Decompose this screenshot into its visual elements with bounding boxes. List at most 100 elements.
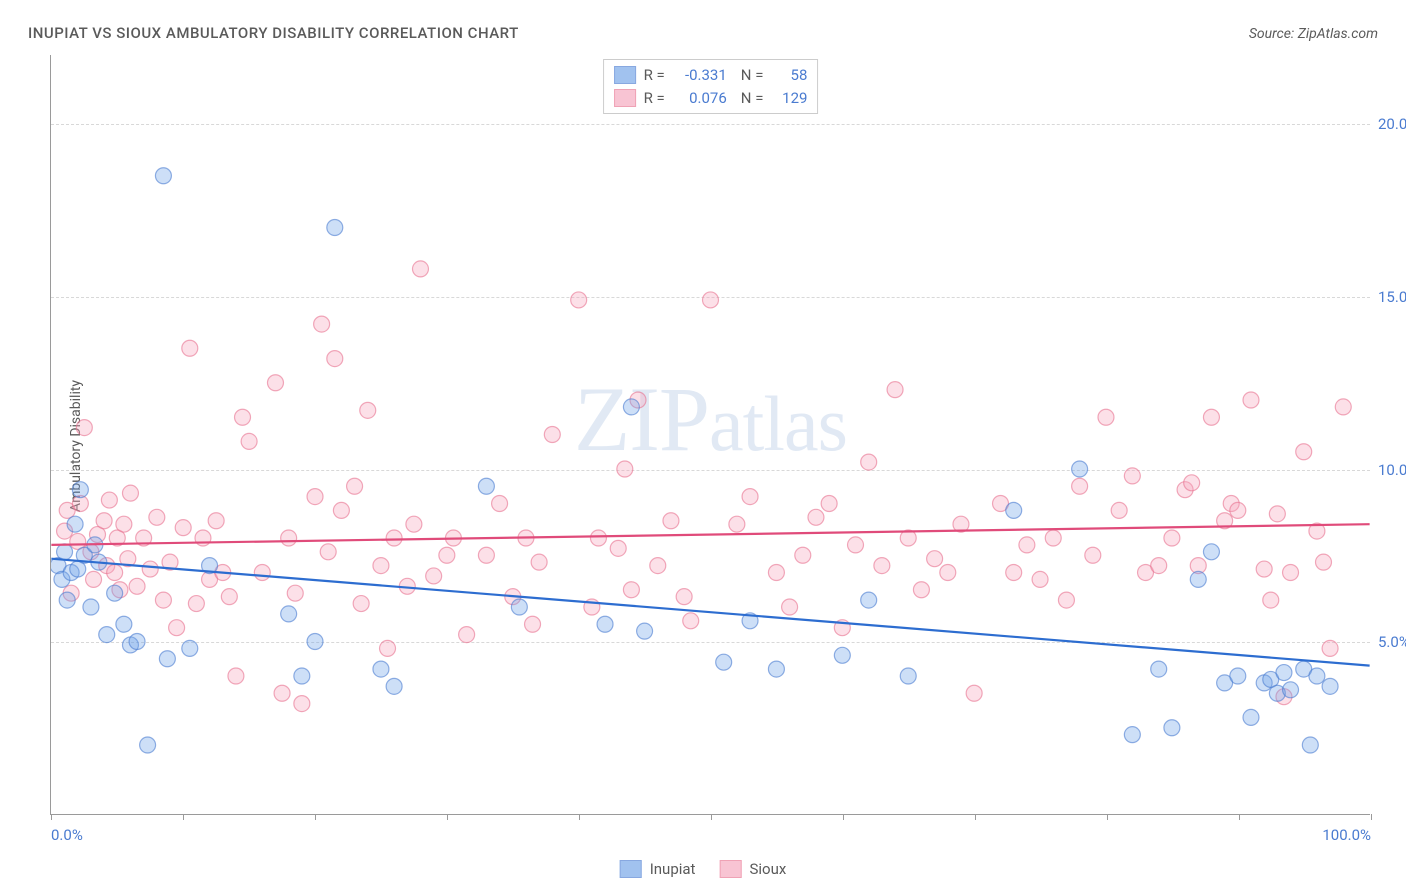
scatter-point bbox=[99, 627, 115, 643]
scatter-point bbox=[571, 292, 587, 308]
scatter-point bbox=[83, 599, 99, 615]
scatter-point bbox=[874, 558, 890, 574]
scatter-point bbox=[1230, 502, 1246, 518]
scatter-point bbox=[650, 558, 666, 574]
scatter-point bbox=[155, 168, 171, 184]
scatter-point bbox=[129, 634, 145, 650]
scatter-point bbox=[307, 634, 323, 650]
scatter-point bbox=[623, 582, 639, 598]
scatter-point bbox=[683, 613, 699, 629]
scatter-point bbox=[294, 696, 310, 712]
scatter-point bbox=[221, 589, 237, 605]
legend-row-inupiat: R = -0.331 N = 58 bbox=[614, 64, 808, 87]
n-value-inupiat: 58 bbox=[771, 64, 807, 87]
scatter-point bbox=[1072, 461, 1088, 477]
scatter-point bbox=[333, 502, 349, 518]
legend-swatch-sioux bbox=[614, 89, 636, 107]
scatter-point bbox=[386, 530, 402, 546]
n-label: N = bbox=[741, 87, 764, 110]
scatter-point bbox=[478, 478, 494, 494]
scatter-point bbox=[188, 596, 204, 612]
scatter-point bbox=[1124, 727, 1140, 743]
x-tick bbox=[1239, 814, 1240, 820]
scatter-point bbox=[795, 547, 811, 563]
scatter-point bbox=[1032, 571, 1048, 587]
scatter-point bbox=[1283, 682, 1299, 698]
x-tick bbox=[975, 814, 976, 820]
scatter-point bbox=[597, 616, 613, 632]
scatter-point bbox=[531, 554, 547, 570]
x-tick-label: 100.0% bbox=[1322, 826, 1371, 844]
scatter-point bbox=[927, 551, 943, 567]
scatter-point bbox=[729, 516, 745, 532]
x-tick bbox=[1371, 814, 1372, 820]
source-attribution: Source: ZipAtlas.com bbox=[1249, 26, 1378, 42]
scatter-point bbox=[1164, 720, 1180, 736]
scatter-point bbox=[1045, 530, 1061, 546]
legend-correlation: R = -0.331 N = 58 R = 0.076 N = 129 bbox=[603, 59, 819, 114]
scatter-point bbox=[590, 530, 606, 546]
scatter-point bbox=[1072, 478, 1088, 494]
legend-label-sioux: Sioux bbox=[749, 860, 786, 878]
scatter-point bbox=[320, 544, 336, 560]
scatter-point bbox=[116, 616, 132, 632]
r-label: R = bbox=[644, 64, 665, 87]
scatter-point bbox=[67, 516, 83, 532]
scatter-point bbox=[182, 340, 198, 356]
scatter-point bbox=[228, 668, 244, 684]
scatter-point bbox=[623, 399, 639, 415]
scatter-point bbox=[1151, 558, 1167, 574]
scatter-point bbox=[1316, 554, 1332, 570]
legend-series: Inupiat Sioux bbox=[620, 860, 787, 878]
plot-area: ZIPatlas R = -0.331 N = 58 R = 0.076 N =… bbox=[50, 55, 1370, 815]
scatter-point bbox=[426, 568, 442, 584]
scatter-point bbox=[617, 461, 633, 477]
y-tick-label: 20.0% bbox=[1378, 115, 1406, 133]
scatter-point bbox=[373, 661, 389, 677]
scatter-point bbox=[663, 513, 679, 529]
scatter-point bbox=[254, 565, 270, 581]
scatter-point bbox=[1243, 392, 1259, 408]
scatter-point bbox=[412, 261, 428, 277]
scatter-point bbox=[768, 565, 784, 581]
scatter-point bbox=[140, 737, 156, 753]
plot-svg bbox=[51, 55, 1370, 814]
scatter-point bbox=[314, 316, 330, 332]
legend-swatch-inupiat bbox=[614, 66, 636, 84]
scatter-point bbox=[96, 513, 112, 529]
scatter-point bbox=[1203, 544, 1219, 560]
r-value-sioux: 0.076 bbox=[673, 87, 727, 110]
scatter-point bbox=[848, 537, 864, 553]
scatter-point bbox=[1184, 475, 1200, 491]
scatter-point bbox=[1335, 399, 1351, 415]
legend-item-sioux: Sioux bbox=[719, 860, 786, 878]
scatter-point bbox=[966, 685, 982, 701]
scatter-point bbox=[169, 620, 185, 636]
scatter-point bbox=[861, 592, 877, 608]
scatter-point bbox=[439, 547, 455, 563]
scatter-point bbox=[72, 482, 88, 498]
scatter-point bbox=[1243, 709, 1259, 725]
scatter-point bbox=[525, 616, 541, 632]
n-value-sioux: 129 bbox=[771, 87, 807, 110]
y-tick-label: 10.0% bbox=[1378, 461, 1406, 479]
scatter-point bbox=[1322, 678, 1338, 694]
scatter-point bbox=[1164, 530, 1180, 546]
r-label: R = bbox=[644, 87, 665, 110]
scatter-point bbox=[716, 654, 732, 670]
scatter-point bbox=[347, 478, 363, 494]
legend-swatch-inupiat bbox=[620, 860, 642, 878]
n-label: N = bbox=[741, 64, 764, 87]
chart-title: INUPIAT VS SIOUX AMBULATORY DISABILITY C… bbox=[28, 24, 519, 42]
scatter-point bbox=[241, 433, 257, 449]
scatter-point bbox=[834, 647, 850, 663]
x-tick bbox=[1107, 814, 1108, 820]
scatter-point bbox=[373, 558, 389, 574]
scatter-point bbox=[1151, 661, 1167, 677]
scatter-point bbox=[307, 489, 323, 505]
legend-item-inupiat: Inupiat bbox=[620, 860, 696, 878]
y-tick-label: 5.0% bbox=[1378, 633, 1406, 651]
scatter-point bbox=[327, 351, 343, 367]
scatter-point bbox=[913, 582, 929, 598]
scatter-point bbox=[544, 427, 560, 443]
